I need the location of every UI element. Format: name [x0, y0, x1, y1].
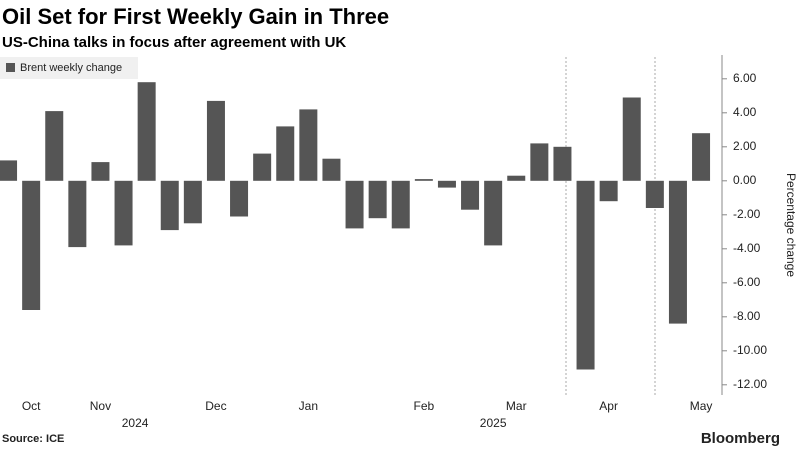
bar — [322, 158, 341, 181]
bar — [622, 97, 641, 181]
x-tick-label: Dec — [205, 399, 226, 413]
x-tick-label: Mar — [506, 399, 527, 413]
bar — [22, 180, 41, 310]
source: Source: ICE — [2, 433, 64, 445]
y-tick-label: -2.00 — [733, 207, 761, 221]
bar — [507, 175, 526, 181]
legend-swatch — [6, 63, 15, 72]
bar — [299, 109, 318, 181]
y-tick-label: 4.00 — [733, 105, 757, 119]
bar — [91, 162, 110, 181]
bar — [230, 180, 249, 217]
bar — [206, 100, 225, 181]
y-tick-label: 0.00 — [733, 173, 757, 187]
x-tick-label: Nov — [90, 399, 111, 413]
x-tick-label: Oct — [22, 399, 41, 413]
y-tick-label: -6.00 — [733, 275, 761, 289]
bar — [183, 180, 202, 224]
bar — [461, 180, 480, 210]
brand: Bloomberg — [701, 430, 780, 447]
bar — [484, 180, 503, 246]
y-axis-label: Percentage change — [784, 173, 798, 277]
x-tick-label: Apr — [599, 399, 618, 413]
chart-subtitle: US-China talks in focus after agreement … — [2, 34, 346, 51]
bar — [530, 143, 549, 181]
bar — [0, 160, 18, 181]
bar — [160, 180, 179, 231]
bar — [368, 180, 387, 219]
x-group-label: 2025 — [480, 416, 507, 430]
y-tick-label: 2.00 — [733, 139, 757, 153]
legend-label: Brent weekly change — [20, 62, 122, 74]
bar — [437, 180, 456, 188]
bar — [391, 180, 410, 229]
bar — [253, 153, 272, 181]
y-tick-label: -8.00 — [733, 309, 761, 323]
bar — [345, 180, 364, 229]
bar — [645, 180, 664, 208]
bar — [276, 126, 295, 181]
x-tick-label: Jan — [299, 399, 318, 413]
bar — [68, 180, 87, 248]
bar — [137, 82, 156, 181]
bar — [414, 179, 433, 181]
bar — [692, 133, 711, 181]
bar — [599, 180, 618, 202]
chart-title: Oil Set for First Weekly Gain in Three — [2, 4, 389, 29]
y-tick-label: 6.00 — [733, 71, 757, 85]
x-tick-label: Feb — [414, 399, 435, 413]
bar — [668, 180, 687, 324]
y-tick-label: -4.00 — [733, 241, 761, 255]
bar — [45, 111, 64, 181]
bar — [553, 146, 572, 181]
bar — [114, 180, 133, 246]
bar — [576, 180, 595, 370]
y-tick-label: -12.00 — [733, 377, 767, 391]
legend-box — [0, 57, 138, 79]
x-tick-label: May — [690, 399, 713, 413]
y-tick-label: -10.00 — [733, 343, 767, 357]
x-group-label: 2024 — [122, 416, 149, 430]
